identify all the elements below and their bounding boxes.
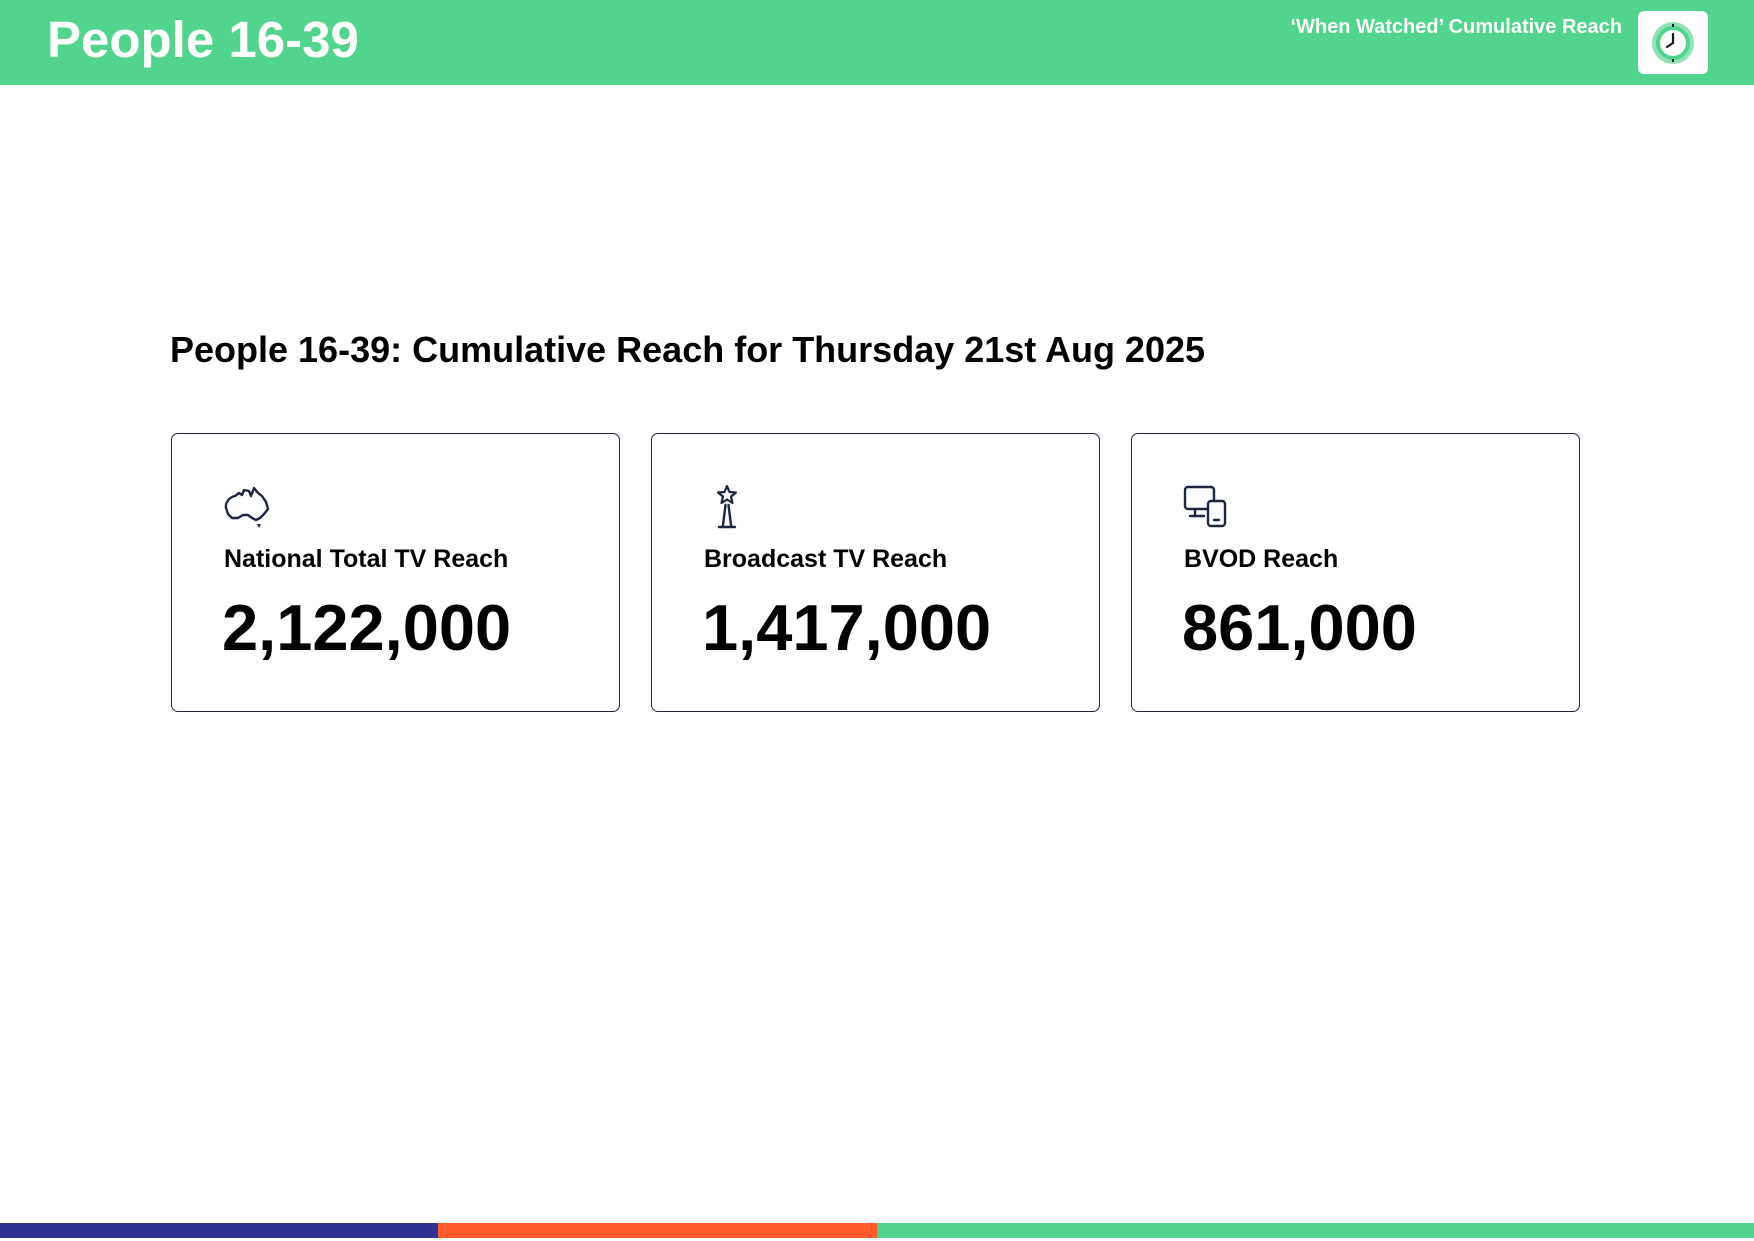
devices-icon: [1183, 485, 1227, 528]
footer-stripe-orange: [438, 1223, 877, 1238]
card-value: 2,122,000: [222, 591, 512, 664]
broadcast-tower-icon: [716, 484, 738, 529]
footer-stripe-green: [877, 1223, 1754, 1238]
clock-icon: [1652, 21, 1694, 64]
clock-logo: [1638, 11, 1708, 74]
report-heading: People 16-39: Cumulative Reach for Thurs…: [170, 329, 1206, 370]
card-value: 861,000: [1182, 591, 1417, 664]
card-label: National Total TV Reach: [224, 545, 509, 573]
card-label: BVOD Reach: [1184, 545, 1339, 573]
bvod-reach-card: BVOD Reach 861,000: [1131, 433, 1580, 712]
national-tv-reach-card: National Total TV Reach 2,122,000: [171, 433, 620, 712]
card-label: Broadcast TV Reach: [704, 545, 948, 573]
page-title: People 16-39: [47, 11, 359, 68]
top-header-bar: People 16-39 ‘When Watched’ Cumulative R…: [0, 0, 1754, 85]
broadcast-tv-reach-card: Broadcast TV Reach 1,417,000: [651, 433, 1100, 712]
report-subtitle: ‘When Watched’ Cumulative Reach: [1290, 16, 1622, 38]
footer-stripe-navy: [0, 1223, 438, 1238]
card-value: 1,417,000: [702, 591, 992, 664]
australia-map-icon: [224, 486, 270, 528]
